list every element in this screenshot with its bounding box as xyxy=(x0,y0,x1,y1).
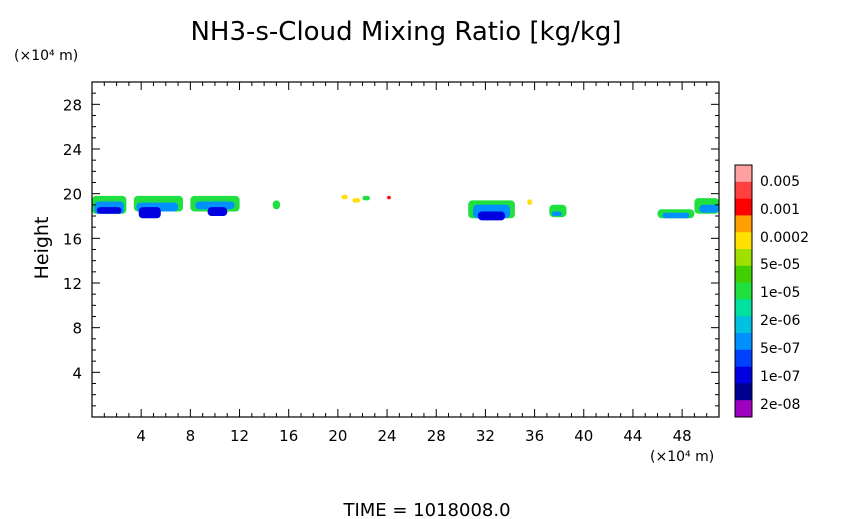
x-tick-label: 12 xyxy=(230,427,249,445)
cloud-region-16 xyxy=(478,211,505,221)
y-tick-labels: 4 8 12 16 20 24 28 xyxy=(63,96,82,382)
x-tick-label: 32 xyxy=(476,427,495,445)
cloud-region-21 xyxy=(662,212,690,219)
cloud-regions xyxy=(92,194,719,221)
colorbar xyxy=(734,164,753,418)
colorbar-cell xyxy=(735,349,752,367)
colorbar-cell xyxy=(735,299,752,317)
cloud-region-7 xyxy=(195,201,235,210)
x-tick-label: 24 xyxy=(378,427,397,445)
cloud-region-2 xyxy=(96,207,122,214)
time-label: TIME = 1018008.0 xyxy=(342,500,510,519)
colorbar-label: 0.0002 xyxy=(760,230,809,246)
colorbar-cell xyxy=(735,198,752,216)
x-tick-label: 48 xyxy=(673,427,692,445)
y-axis-label: Height xyxy=(31,217,53,280)
x-tick-label: 40 xyxy=(574,427,593,445)
y-tick-label: 16 xyxy=(63,230,82,248)
y-tick-label: 8 xyxy=(72,320,82,338)
cloud-region-5 xyxy=(138,207,161,219)
colorbar-cell xyxy=(735,232,752,250)
plot-frame xyxy=(91,81,720,418)
colorbar-frame xyxy=(734,164,753,418)
colorbar-label: 5e-05 xyxy=(760,257,800,273)
y-tick-label: 24 xyxy=(63,141,82,159)
cloud-region-12 xyxy=(362,195,370,201)
colorbar-label: 2e-06 xyxy=(760,313,800,329)
x-tick-label: 44 xyxy=(623,427,642,445)
x-tick-label: 36 xyxy=(525,427,544,445)
cloud-region-11 xyxy=(352,198,360,203)
colorbar-cell xyxy=(735,383,752,401)
colorbar-cell xyxy=(735,265,752,283)
cloud-region-17 xyxy=(527,199,533,205)
x-tick-labels: 4 8 12 16 20 24 28 32 36 40 44 48 xyxy=(136,427,691,445)
colorbar-cell xyxy=(735,400,752,418)
colorbar-cell xyxy=(735,165,752,183)
colorbar-labels: 0.005 0.001 0.0002 5e-05 1e-05 2e-06 5e-07 1e-0… xyxy=(760,174,809,413)
cloud-region-9 xyxy=(272,200,281,210)
x-unit-label: (×10⁴ m) xyxy=(650,449,714,465)
axis-ticks xyxy=(92,82,719,417)
y-tick-label: 12 xyxy=(63,275,82,293)
chart-title: NH3-s-Cloud Mixing Ratio [kg/kg] xyxy=(190,17,621,47)
cloud-region-19 xyxy=(551,211,562,216)
cloud-region-10 xyxy=(341,194,348,200)
colorbar-label: 1e-07 xyxy=(760,369,800,385)
colorbar-label: 0.001 xyxy=(760,202,800,218)
colorbar-cell xyxy=(735,333,752,351)
colorbar-label: 2e-08 xyxy=(760,397,800,413)
y-tick-label: 28 xyxy=(63,96,82,114)
colorbar-label: 0.005 xyxy=(760,174,800,190)
x-tick-label: 4 xyxy=(136,427,146,445)
colorbar-label: 1e-05 xyxy=(760,285,800,301)
colorbar-cell xyxy=(735,249,752,267)
colorbar-cell xyxy=(735,181,752,199)
colorbar-cell xyxy=(735,316,752,334)
cloud-region-23 xyxy=(699,204,719,213)
x-tick-label: 8 xyxy=(186,427,196,445)
colorbar-cell xyxy=(735,282,752,300)
cloud-region-8 xyxy=(207,207,228,216)
y-tick-label: 4 xyxy=(72,364,82,382)
y-tick-label: 20 xyxy=(63,186,82,204)
y-unit-label: (×10⁴ m) xyxy=(14,48,78,64)
colorbar-label: 5e-07 xyxy=(760,341,800,357)
cloud-region-13 xyxy=(387,195,391,200)
colorbar-cell xyxy=(735,215,752,233)
x-tick-label: 28 xyxy=(427,427,446,445)
x-tick-label: 16 xyxy=(279,427,298,445)
colorbar-cell xyxy=(735,366,752,384)
x-tick-label: 20 xyxy=(328,427,347,445)
